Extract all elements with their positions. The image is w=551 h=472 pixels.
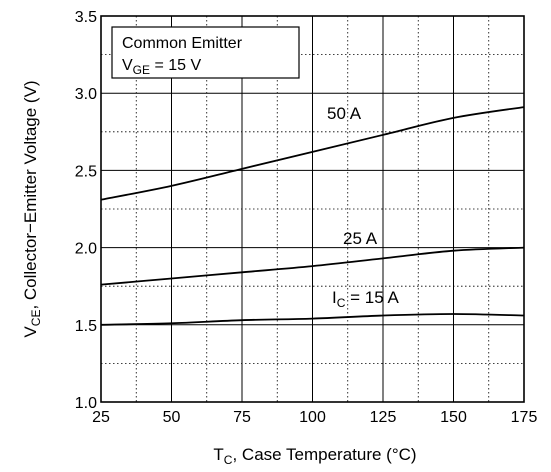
series-label-25a: 25 A	[343, 229, 378, 248]
y-tick-label: 2.5	[75, 163, 97, 180]
annotation-box: Common Emitter VGE = 15 V	[112, 27, 299, 78]
x-tick-label: 150	[440, 409, 467, 426]
x-tick-label: 125	[370, 409, 397, 426]
y-tick-label: 1.5	[75, 318, 97, 335]
y-tick-label: 1.0	[75, 395, 97, 412]
x-axis-title: TC, Case Temperature (°C)	[213, 445, 416, 467]
y-tick-label: 3.0	[75, 86, 97, 103]
y-tick-label: 3.5	[75, 9, 97, 26]
series-label-15a: IC = 15 A	[332, 288, 399, 310]
x-tick-label: 50	[163, 409, 181, 426]
x-tick-label: 75	[233, 409, 251, 426]
x-tick-label: 100	[299, 409, 326, 426]
series-label-50a: 50 A	[327, 104, 362, 123]
y-axis-title: VCE, Collector−Emitter Voltage (V)	[21, 80, 43, 337]
x-tick-label: 175	[511, 409, 538, 426]
annotation-line-1: Common Emitter	[122, 35, 243, 52]
y-tick-label: 2.0	[75, 241, 97, 258]
